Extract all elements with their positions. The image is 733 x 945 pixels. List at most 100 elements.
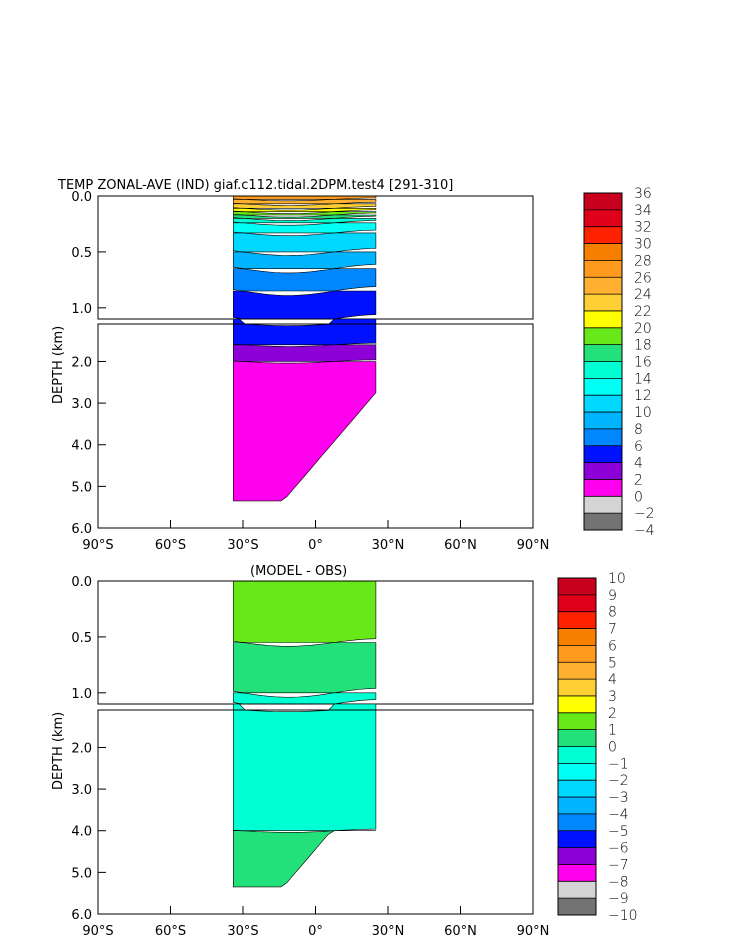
- top-colorbar-label-18: 0: [634, 489, 643, 505]
- bottom-colorbar-label-3: 7: [608, 622, 617, 638]
- bottom-band-1-0: [233, 642, 377, 694]
- bottom-y-tick-label-0: 0.0: [71, 575, 92, 590]
- top-colorbar-swatch-13: [584, 412, 622, 430]
- top-x-tick-label-3: 0°: [308, 538, 323, 553]
- bottom-x-tick-label-0: 90°S: [82, 924, 113, 939]
- top-colorbar-label-15: 6: [634, 439, 643, 455]
- bottom-colorbar-swatch-17: [558, 864, 596, 882]
- top-colorbar-label-13: 10: [634, 405, 652, 421]
- bottom-colorbar-swatch-14: [558, 813, 596, 832]
- bottom-colorbar-label-15: −5: [608, 824, 629, 840]
- top-y-tick-label-2: 1.0: [71, 302, 92, 317]
- top-colorbar-label-3: 30: [634, 237, 652, 253]
- top-colorbar-label-1: 34: [634, 203, 652, 219]
- bottom-band-3-0: [233, 830, 376, 888]
- top-band-12-0: [233, 344, 377, 362]
- top-colorbar-swatch-18: [584, 496, 622, 514]
- bottom-colorbar-label-18: −8: [608, 874, 629, 890]
- bottom-y-tick-label-5: 4.0: [71, 825, 92, 840]
- top-band-13-0: [233, 361, 377, 502]
- bottom-colorbar-label-17: −7: [608, 857, 629, 873]
- bottom-colorbar-swatch-6: [558, 679, 596, 697]
- bottom-colorbar-swatch-0: [558, 578, 596, 596]
- top-x-tick-label-6: 90°N: [517, 538, 550, 553]
- bottom-colorbar-swatch-10: [558, 746, 596, 764]
- top-band-6-0: [233, 218, 377, 224]
- bottom-colorbar-label-19: −9: [608, 891, 629, 907]
- bottom-colorbar-label-8: 2: [608, 706, 617, 722]
- bottom-y-tick-label-7: 6.0: [71, 908, 92, 923]
- bottom-x-tick-label-5: 60°N: [444, 924, 477, 939]
- top-band-1-0: [233, 199, 377, 205]
- top-x-tick-label-5: 60°N: [444, 538, 477, 553]
- bottom-x-tick-label-4: 30°N: [372, 924, 405, 939]
- top-colorbar-label-11: 14: [634, 371, 652, 387]
- top-y-tick-label-1: 0.5: [71, 246, 92, 261]
- bottom-colorbar-swatch-7: [558, 695, 596, 714]
- bottom-x-tick-label-6: 90°N: [517, 924, 550, 939]
- top-colorbar-swatch-2: [584, 226, 622, 244]
- bottom-colorbar-swatch-12: [558, 780, 596, 798]
- top-colorbar-swatch-0: [584, 193, 622, 211]
- top-band-7-0: [233, 222, 377, 234]
- bottom-colorbar-label-10: 0: [608, 740, 617, 756]
- top-band-4-0: [233, 211, 377, 216]
- top-colorbar-label-0: 36: [634, 186, 652, 202]
- top-colorbar-label-4: 28: [634, 253, 652, 269]
- top-colorbar-label-14: 8: [634, 422, 643, 438]
- top-y-ticks: 0.0 0.5 1.0 2.0 3.0 4.0 5.0 6.0: [71, 190, 106, 537]
- bottom-colorbar-label-14: −4: [608, 807, 629, 823]
- bottom-x-tick-label-2: 30°S: [227, 924, 258, 939]
- top-band-2-0: [233, 203, 377, 209]
- top-colorbar-swatch-14: [584, 428, 622, 447]
- top-y-tick-label-4: 3.0: [71, 397, 92, 412]
- top-x-tick-label-0: 90°S: [82, 538, 113, 553]
- bottom-x-ticks: 90°S 60°S 30°S 0° 30°N 60°N 90°N: [82, 906, 549, 939]
- top-band-8-0: [233, 232, 377, 253]
- bottom-colorbar-swatch-13: [558, 797, 596, 815]
- top-y-axis-label: DEPTH (km): [51, 326, 66, 404]
- top-x-ticks: 90°S 60°S 30°S 0° 30°N 60°N 90°N: [82, 520, 549, 553]
- top-colorbar-swatch-9: [584, 344, 622, 362]
- bottom-y-axis-label: DEPTH (km): [51, 712, 66, 790]
- bottom-colorbar-swatch-3: [558, 628, 596, 646]
- bottom-colorbar-swatch-11: [558, 763, 596, 781]
- top-upper-frame-outline: [97, 195, 534, 320]
- top-colorbar-label-16: 4: [634, 456, 643, 472]
- bottom-colorbar-label-2: 8: [608, 605, 617, 621]
- top-y-tick-label-3: 2.0: [71, 355, 92, 370]
- bottom-colorbar-label-9: 1: [608, 723, 617, 739]
- top-colorbar-swatch-12: [584, 395, 622, 413]
- bottom-y-tick-label-1: 0.5: [71, 631, 92, 646]
- top-band-3-0: [233, 208, 377, 212]
- bottom-colorbar-label-16: −6: [608, 841, 629, 857]
- top-colorbar-swatch-16: [584, 462, 622, 480]
- bottom-y-tick-label-3: 2.0: [71, 741, 92, 756]
- top-colorbar-swatch-6: [584, 294, 622, 312]
- top-colorbar-label-17: 2: [634, 472, 643, 488]
- bottom-colorbar-label-13: −3: [608, 790, 629, 806]
- bottom-colorbar-label-0: 10: [608, 571, 626, 587]
- top-band-10-0: [233, 268, 377, 292]
- bottom-panel: (MODEL - OBS) 0.0 0.5 1.0 2.0 3.0 4.0 5.0 6.0 9…: [51, 564, 638, 939]
- bottom-colorbar-swatch-18: [558, 881, 596, 899]
- top-colorbar-swatch-19: [584, 513, 622, 531]
- bottom-x-tick-label-3: 0°: [308, 924, 323, 939]
- top-band-11-0: [233, 290, 377, 320]
- bottom-band-2-1: [233, 703, 377, 832]
- top-colorbar-swatch-3: [584, 243, 622, 261]
- bottom-colorbar-label-7: 3: [608, 689, 617, 705]
- top-upper-field: [233, 195, 377, 320]
- bottom-colorbar-swatch-1: [558, 594, 596, 612]
- top-colorbar-swatch-10: [584, 361, 622, 379]
- bottom-y-tick-label-6: 5.0: [71, 866, 92, 881]
- top-y-tick-label-6: 5.0: [71, 480, 92, 495]
- top-colorbar-swatch-1: [584, 209, 622, 227]
- top-y-tick-label-0: 0.0: [71, 190, 92, 205]
- bottom-colorbar-swatch-5: [558, 662, 596, 680]
- top-colorbar-swatch-7: [584, 310, 622, 329]
- bottom-colorbar-label-1: 9: [608, 588, 617, 604]
- top-colorbar-label-2: 32: [634, 220, 652, 236]
